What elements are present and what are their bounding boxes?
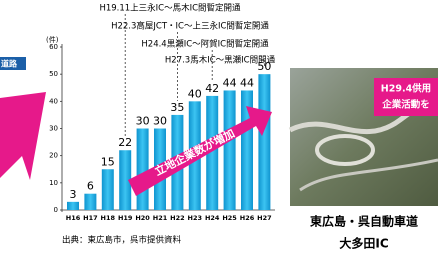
value-label: 30 <box>136 115 150 128</box>
y-tick-label: 30 <box>49 125 58 133</box>
annotation: H19.11上三永IC〜馬木IC間暫定開通 <box>99 3 241 14</box>
annotation: H27.3馬木IC〜黒瀬IC間開通 <box>165 55 276 66</box>
source: 出典：東広島市，呉市提供資料 <box>62 235 182 246</box>
callout-line: H29.4供用 <box>381 83 431 95</box>
x-tick-label: H26 <box>240 214 255 222</box>
photo-caption: 東広島・呉自動車道 <box>310 214 418 229</box>
x-tick-label: H19 <box>118 214 133 222</box>
left-arrow <box>0 92 46 180</box>
value-label: 22 <box>118 136 132 149</box>
x-tick-label: H18 <box>101 214 116 222</box>
value-label: 6 <box>87 180 94 193</box>
value-label: 40 <box>188 87 202 100</box>
bar <box>67 202 79 210</box>
bar <box>102 169 114 210</box>
y-tick-label: 60 <box>49 43 58 51</box>
photo-caption: 大多田IC <box>339 236 388 251</box>
x-tick-label: H16 <box>66 214 81 222</box>
y-tick-label: 10 <box>49 179 58 187</box>
x-tick-label: H17 <box>83 214 98 222</box>
value-label: 15 <box>101 155 115 168</box>
page: 道路 (件) 立地企業数が増加 出典：東広島市，呉市提供資料 H29.4供用 企… <box>0 0 438 253</box>
x-tick-label: H27 <box>257 214 272 222</box>
x-tick-label: H24 <box>205 214 220 222</box>
callout-line: 企業活動を <box>381 99 430 111</box>
value-label: 42 <box>205 82 219 95</box>
y-tick-label: 20 <box>49 152 58 160</box>
y-tick-label: 50 <box>49 70 58 78</box>
x-tick-label: H25 <box>222 214 237 222</box>
y-tick-label: 0 <box>54 206 58 214</box>
annotation: H22.3高屋JCT・IC〜上三永IC間暫定開通 <box>111 21 269 32</box>
x-tick-label: H20 <box>135 214 150 222</box>
left-label: 道路 <box>1 59 18 69</box>
annotation: H24.4黒瀬IC〜阿賀IC間暫定開通 <box>141 39 269 50</box>
value-label: 30 <box>153 115 167 128</box>
bar <box>258 74 270 210</box>
value-label: 3 <box>70 188 77 201</box>
value-label: 44 <box>223 76 237 89</box>
x-tick-label: H22 <box>170 214 185 222</box>
value-label: 44 <box>240 76 254 89</box>
bar <box>224 90 236 210</box>
bar <box>137 129 149 211</box>
x-tick-label: H21 <box>153 214 168 222</box>
value-label: 35 <box>170 101 184 114</box>
y-tick-label: 40 <box>49 97 58 105</box>
x-tick-label: H23 <box>188 214 203 222</box>
bar <box>84 194 96 210</box>
